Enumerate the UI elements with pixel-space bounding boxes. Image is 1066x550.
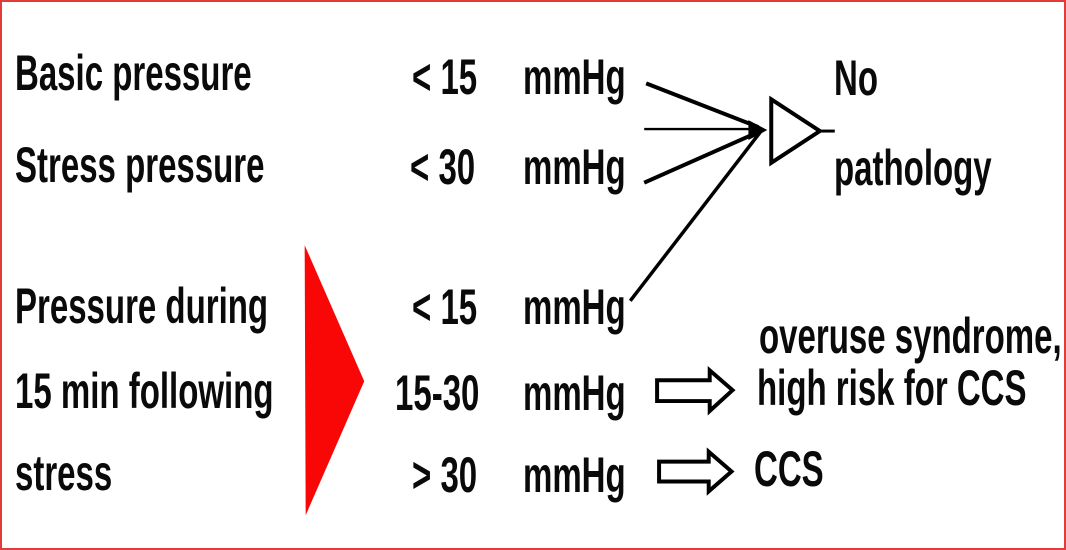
block-arrow-ccs-icon [657, 447, 735, 496]
row-label-stress: stress [15, 445, 113, 501]
row-unit-during: mmHg [523, 279, 626, 335]
outcome-overuse-syndrome: overuse syndrome, [759, 308, 1062, 364]
red-arrow-icon [304, 245, 365, 516]
row-unit-following: mmHg [523, 365, 626, 421]
outcome-no: No [834, 50, 878, 106]
connector-line-basic [645, 81, 760, 129]
row-value-stress: < 30 [410, 139, 476, 195]
connector-line-following [628, 130, 762, 302]
row-label-pressure-during: Pressure during [15, 278, 269, 334]
open-arrowhead-icon [769, 95, 824, 167]
outcome-ccs: CCS [754, 441, 824, 497]
row-value-during: < 15 [412, 279, 478, 335]
merge-tip-icon [748, 120, 768, 140]
row-value-following: 15-30 [395, 365, 480, 421]
outcome-pathology: pathology [834, 140, 992, 196]
connector-line-stress2 [643, 130, 760, 185]
row-value-after: > 30 [412, 447, 478, 503]
outcome-high-risk: high risk for CCS [757, 360, 1027, 416]
row-value-basic: < 15 [412, 49, 478, 105]
row-unit-after: mmHg [523, 447, 626, 503]
row-label-15-min-following: 15 min following [15, 363, 274, 419]
block-arrow-overuse-icon [655, 365, 736, 416]
row-label-basic-pressure: Basic pressure [15, 45, 252, 101]
row-label-stress-pressure: Stress pressure [15, 137, 265, 193]
row-unit-basic: mmHg [523, 49, 626, 105]
row-unit-stress: mmHg [523, 139, 626, 195]
